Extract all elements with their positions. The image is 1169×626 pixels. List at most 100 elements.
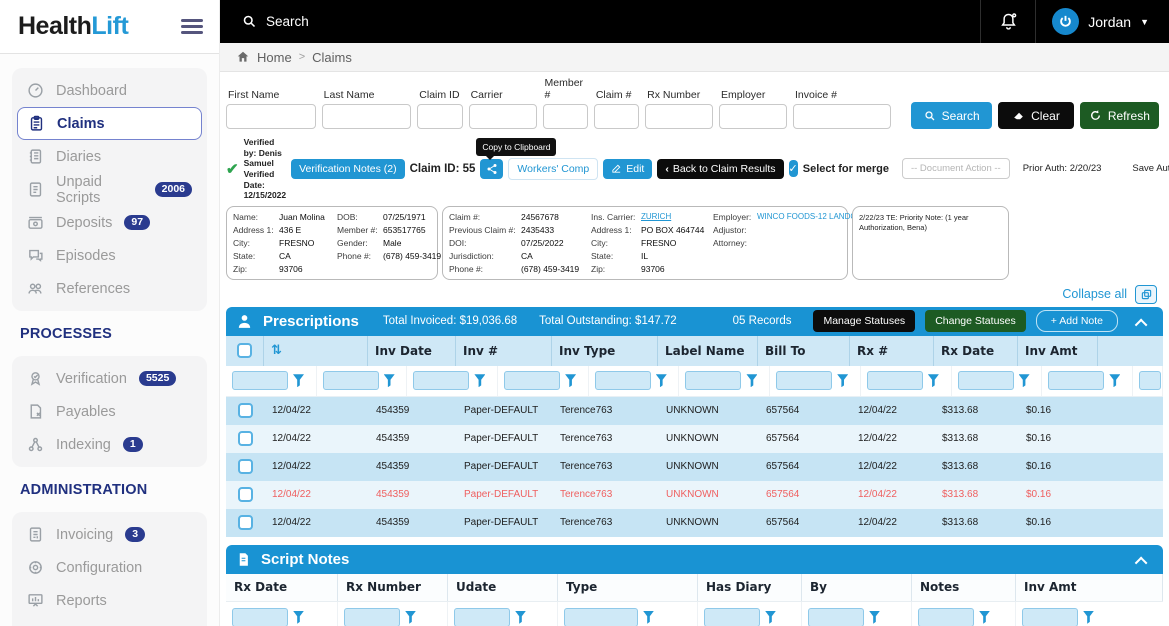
filter-funnel-icon[interactable] <box>474 374 486 388</box>
sidebar-item-invoicing[interactable]: Invoicing 3 <box>17 518 202 551</box>
filter-funnel-icon[interactable] <box>927 374 939 388</box>
workers-comp-button[interactable]: Workers' Comp <box>508 157 599 180</box>
sidebar-item-file-uploads[interactable]: File Uploads <box>17 617 202 626</box>
refresh-button[interactable]: Refresh <box>1079 102 1159 129</box>
prescription-row[interactable]: 12/04/22 454359 Paper-DEFAULT Terence763… <box>226 508 1163 537</box>
add-note-button[interactable]: + Add Note <box>1035 310 1118 333</box>
claim-id-input[interactable] <box>417 104 463 129</box>
breadcrumb-home[interactable]: Home <box>257 49 292 65</box>
sidebar-item-verification[interactable]: Verification 5525 <box>17 362 202 395</box>
user-menu[interactable]: Jordan ▼ <box>1036 8 1169 35</box>
sidebar-item-configuration[interactable]: Configuration <box>17 551 202 584</box>
sidebar-item-reports[interactable]: Reports <box>17 584 202 617</box>
collapse-section-icon[interactable] <box>1134 318 1148 332</box>
manage-statuses-button[interactable]: Manage Statuses <box>813 310 916 333</box>
last-name-input[interactable] <box>321 104 412 129</box>
member-number-input[interactable] <box>542 104 588 129</box>
sidebar-item-unpaid-scripts[interactable]: Unpaid Scripts 2006 <box>17 173 202 206</box>
back-to-claim-results-button[interactable]: ‹ Back to Claim Results <box>657 158 784 179</box>
collapse-panels-button[interactable] <box>1135 284 1157 304</box>
hamburger-menu-icon[interactable] <box>181 19 203 34</box>
sidebar-item-diaries[interactable]: Diaries <box>17 140 202 173</box>
column-header-notes[interactable]: Notes <box>912 573 1016 601</box>
column-header-bill-to[interactable]: Bill To <box>758 335 850 366</box>
filter-input[interactable] <box>322 371 379 391</box>
filter-funnel-icon[interactable] <box>869 610 880 624</box>
filter-input[interactable] <box>918 607 974 626</box>
filter-input[interactable] <box>504 371 561 391</box>
claim-number-input[interactable] <box>593 104 640 129</box>
filter-input[interactable] <box>776 371 833 391</box>
sidebar-item-claims[interactable]: Claims <box>17 107 202 140</box>
column-header-inv-amt[interactable]: Inv Amt <box>1018 335 1098 366</box>
filter-funnel-icon[interactable] <box>837 374 849 388</box>
app-logo[interactable]: HealthLift <box>18 12 129 41</box>
employer-link[interactable]: WINCO FOODS-12 LANDCASTER <box>757 211 883 221</box>
global-search[interactable]: Search <box>220 14 980 29</box>
filter-funnel-icon[interactable] <box>979 610 990 624</box>
column-header-inv-date[interactable]: Inv Date <box>368 335 456 366</box>
search-button[interactable]: Search <box>911 102 993 129</box>
filter-funnel-icon[interactable] <box>643 610 654 624</box>
prescription-row[interactable]: 12/04/22 454359 Paper-DEFAULT Terence763… <box>226 424 1163 453</box>
first-name-input[interactable] <box>226 104 316 129</box>
filter-input[interactable] <box>594 371 651 391</box>
column-header-rx-number[interactable]: Rx Number <box>338 573 448 601</box>
filter-funnel-icon[interactable] <box>765 610 776 624</box>
select-all-checkbox[interactable] <box>226 335 264 366</box>
filter-input[interactable] <box>413 371 470 391</box>
filter-input[interactable] <box>704 607 760 626</box>
change-statuses-button[interactable]: Change Statuses <box>925 310 1026 333</box>
invoice-number-input[interactable] <box>792 104 892 129</box>
row-checkbox[interactable] <box>226 403 264 419</box>
row-checkbox[interactable] <box>226 431 264 447</box>
filter-input[interactable] <box>685 371 742 391</box>
column-header-inv-number[interactable]: Inv # <box>456 335 552 366</box>
row-checkbox[interactable] <box>226 515 264 531</box>
column-header-label-name[interactable]: Label Name <box>658 335 758 366</box>
clear-button[interactable]: Clear <box>998 102 1074 129</box>
collapse-all-link[interactable]: Collapse all <box>1062 287 1127 302</box>
column-header-rx-number[interactable]: Rx # <box>850 335 934 366</box>
filter-funnel-icon[interactable] <box>565 374 577 388</box>
row-checkbox[interactable] <box>226 459 264 475</box>
filter-funnel-icon[interactable] <box>655 374 667 388</box>
column-header-has-diary[interactable]: Has Diary <box>698 573 802 601</box>
filter-input[interactable] <box>232 607 288 626</box>
filter-input[interactable] <box>564 607 638 626</box>
document-action-select[interactable]: -- Document Action -- <box>901 158 1010 180</box>
filter-input[interactable] <box>808 607 864 626</box>
filter-input[interactable] <box>957 371 1014 391</box>
sidebar-item-references[interactable]: References <box>17 272 202 305</box>
column-header-inv-type[interactable]: Inv Type <box>552 335 658 366</box>
column-header-rx-date[interactable]: Rx Date <box>934 335 1018 366</box>
filter-input[interactable] <box>1138 371 1161 391</box>
copy-claim-id-button[interactable] <box>480 158 504 179</box>
notifications-button[interactable] <box>980 0 1037 43</box>
select-for-merge-checkbox[interactable]: ✓ <box>788 160 798 178</box>
filter-funnel-icon[interactable] <box>746 374 758 388</box>
collapse-section-icon[interactable] <box>1134 556 1148 570</box>
filter-funnel-icon[interactable] <box>1109 374 1121 388</box>
column-header-inv-amt[interactable]: Inv Amt <box>1016 573 1163 601</box>
filter-input[interactable] <box>1022 607 1078 626</box>
filter-funnel-icon[interactable] <box>405 610 416 624</box>
prescription-row-alert[interactable]: 12/04/22 454359 Paper-DEFAULT Terence763… <box>226 480 1163 509</box>
filter-input[interactable] <box>232 371 288 391</box>
rx-number-input[interactable] <box>645 104 714 129</box>
sidebar-item-deposits[interactable]: Deposits 97 <box>17 206 202 239</box>
column-header-by[interactable]: By <box>802 573 912 601</box>
verification-notes-button[interactable]: Verification Notes (2) <box>291 158 405 179</box>
filter-funnel-icon[interactable] <box>515 610 526 624</box>
column-header-type[interactable]: Type <box>558 573 698 601</box>
carrier-input[interactable] <box>468 104 537 129</box>
filter-funnel-icon[interactable] <box>383 374 395 388</box>
filter-input[interactable] <box>866 371 923 391</box>
column-header-rx-date[interactable]: Rx Date <box>226 573 338 601</box>
filter-funnel-icon[interactable] <box>293 610 304 624</box>
employer-input[interactable] <box>719 104 787 129</box>
sort-toggle[interactable]: ⇅ <box>264 335 368 366</box>
filter-funnel-icon[interactable] <box>293 374 304 388</box>
carrier-link[interactable]: ZURICH <box>641 211 672 221</box>
prescription-row[interactable]: 12/04/22 454359 Paper-DEFAULT Terence763… <box>226 452 1163 481</box>
